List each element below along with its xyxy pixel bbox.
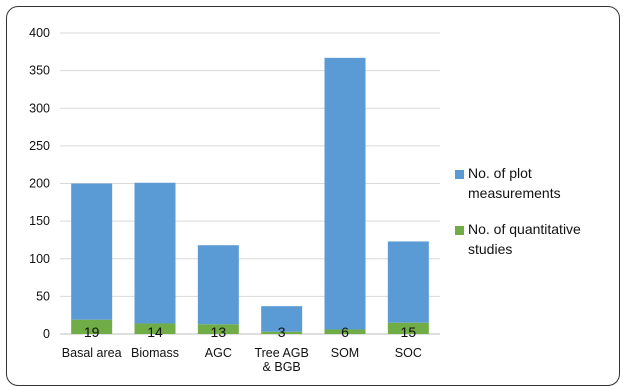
bar-segment (134, 182, 176, 324)
data-label: 13 (211, 324, 227, 340)
bar-segment (387, 241, 429, 323)
bar-segment (197, 245, 239, 325)
x-tick-label: Biomass (131, 346, 179, 360)
legend-label: No. of plot (468, 165, 532, 181)
legend-swatch (455, 226, 464, 235)
x-tick-label: & BGB (263, 360, 301, 373)
y-tick-label: 350 (29, 64, 50, 78)
y-tick-label: 0 (43, 327, 50, 341)
legend-label: No. of quantitative (468, 221, 581, 237)
y-tick-label: 400 (29, 26, 50, 40)
legend-label: studies (468, 241, 512, 257)
bar-segment (261, 306, 303, 332)
data-label: 3 (278, 324, 286, 340)
x-tick-label: SOC (395, 346, 422, 360)
legend-swatch (455, 170, 464, 179)
x-tick-label: Tree AGB (254, 346, 308, 360)
data-label: 15 (401, 324, 417, 340)
x-tick-label: Basal area (62, 346, 122, 360)
y-tick-label: 100 (29, 252, 50, 266)
bar-segment (387, 322, 429, 334)
x-tick-label: SOM (331, 346, 359, 360)
y-tick-label: 150 (29, 214, 50, 228)
bar-segment (261, 331, 303, 334)
x-tick-label: AGC (205, 346, 232, 360)
y-tick-label: 250 (29, 139, 50, 153)
data-label: 6 (341, 324, 349, 340)
bar-segment (134, 323, 176, 334)
legend-label: measurements (468, 185, 561, 201)
data-label: 19 (84, 324, 100, 340)
bar-segment (71, 183, 113, 320)
bar-segment (324, 329, 366, 334)
stacked-bar-chart: 0 50 100 150 200 250 300 350 400 19 Basal area 14 Bi… (29, 26, 581, 373)
y-tick-label: 200 (29, 177, 50, 191)
bar-segment (324, 57, 366, 330)
bar-segment (197, 324, 239, 334)
y-tick-label: 50 (36, 289, 50, 303)
y-tick-label: 300 (29, 101, 50, 115)
bar-segment (71, 319, 113, 334)
data-label: 14 (147, 324, 163, 340)
